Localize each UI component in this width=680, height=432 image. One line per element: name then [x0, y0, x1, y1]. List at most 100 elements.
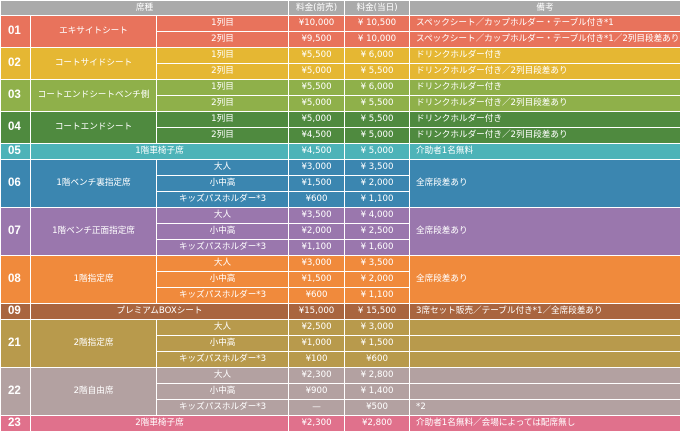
header-seat: 席種: [1, 1, 289, 16]
price-advance: ¥1,500: [289, 272, 345, 288]
price-day: ¥ 3,000: [345, 320, 410, 336]
seat-name: コートエンドシートベンチ側: [31, 80, 157, 112]
seat-number: 08: [1, 256, 31, 304]
seat-number: 04: [1, 112, 31, 144]
price-day: ¥ 5,500: [345, 96, 410, 112]
price-day: ¥500: [345, 400, 410, 416]
seat-note: スペックシート／カップホルダー・テーブル付き*1／2列目段差あり: [410, 32, 680, 48]
seat-note: ドリンクホルダー付き／2列目段差あり: [410, 96, 680, 112]
seat-subtype: キッズパスホルダー*3: [157, 352, 289, 368]
price-advance: ¥100: [289, 352, 345, 368]
seat-subtype: キッズパスホルダー*3: [157, 192, 289, 208]
seat-number: 21: [1, 320, 31, 368]
price-day: ¥ 10,000: [345, 32, 410, 48]
seat-number: 22: [1, 368, 31, 416]
seat-name: 2階自由席: [31, 368, 157, 416]
seat-number: 02: [1, 48, 31, 80]
seat-note: 介助者1名無料／会場によっては配席無し: [410, 416, 680, 432]
price-advance: ¥2,300: [289, 416, 345, 432]
seat-subtype: キッズパスホルダー*3: [157, 400, 289, 416]
price-advance: ¥2,500: [289, 320, 345, 336]
price-advance: ¥3,000: [289, 160, 345, 176]
price-day: ¥ 2,800: [345, 368, 410, 384]
seat-subtype: 大人: [157, 160, 289, 176]
price-advance: ¥5,000: [289, 96, 345, 112]
price-advance: ¥900: [289, 384, 345, 400]
seat-subtype: 2列目: [157, 64, 289, 80]
seat-subtype: キッズパスホルダー*3: [157, 240, 289, 256]
seat-note: ドリンクホルダー付き／2列目段差あり: [410, 64, 680, 80]
seat-note: ドリンクホルダー付き／2列目段差あり: [410, 128, 680, 144]
price-advance: ¥5,000: [289, 64, 345, 80]
price-advance: ¥2,000: [289, 224, 345, 240]
seat-name: 2階車椅子席: [31, 416, 289, 432]
seat-subtype: 1列目: [157, 80, 289, 96]
seat-name: コートサイドシート: [31, 48, 157, 80]
seat-note: *2: [410, 400, 680, 416]
seat-name: エキサイトシート: [31, 16, 157, 48]
seat-name: 1階指定席: [31, 256, 157, 304]
seat-subtype: 2列目: [157, 128, 289, 144]
header-price-day: 料金(当日): [345, 1, 410, 16]
seat-note: [410, 352, 680, 368]
price-advance: ¥10,000: [289, 16, 345, 32]
seat-subtype: 大人: [157, 368, 289, 384]
price-day: ¥ 15,500: [345, 304, 410, 320]
seat-subtype: 大人: [157, 208, 289, 224]
price-day: ¥ 1,100: [345, 288, 410, 304]
price-day: ¥600: [345, 352, 410, 368]
seat-subtype: 小中高: [157, 384, 289, 400]
price-day: ¥ 2,000: [345, 272, 410, 288]
seat-number: 03: [1, 80, 31, 112]
seat-subtype: 2列目: [157, 96, 289, 112]
seat-subtype: 大人: [157, 320, 289, 336]
price-advance: ¥3,000: [289, 256, 345, 272]
seat-number: 23: [1, 416, 31, 432]
seat-note: [410, 336, 680, 352]
price-advance: ¥4,500: [289, 144, 345, 160]
price-advance: ¥5,500: [289, 48, 345, 64]
seat-name: コートエンドシート: [31, 112, 157, 144]
price-day: ¥ 1,100: [345, 192, 410, 208]
price-advance: ¥1,100: [289, 240, 345, 256]
seat-subtype: 小中高: [157, 336, 289, 352]
seat-note: 全席段差あり: [410, 160, 680, 208]
header-notes: 備考: [410, 1, 680, 16]
seat-note: スペックシート／カップホルダー・テーブル付き*1: [410, 16, 680, 32]
seat-subtype: キッズパスホルダー*3: [157, 288, 289, 304]
price-day: ¥ 6,000: [345, 48, 410, 64]
price-advance: ¥15,000: [289, 304, 345, 320]
seat-note: [410, 320, 680, 336]
price-day: ¥2,800: [345, 416, 410, 432]
price-advance: ¥1,000: [289, 336, 345, 352]
seat-subtype: 小中高: [157, 176, 289, 192]
seat-note: ドリンクホルダー付き: [410, 48, 680, 64]
seat-subtype: 2列目: [157, 32, 289, 48]
seat-note: [410, 368, 680, 384]
price-advance: —: [289, 400, 345, 416]
price-advance: ¥600: [289, 192, 345, 208]
price-day: ¥ 5,500: [345, 112, 410, 128]
price-day: ¥ 2,000: [345, 176, 410, 192]
seat-subtype: 小中高: [157, 224, 289, 240]
price-day: ¥ 5,000: [345, 144, 410, 160]
seat-subtype: 1列目: [157, 112, 289, 128]
seat-note: ドリンクホルダー付き: [410, 112, 680, 128]
header-price-advance: 料金(前売): [289, 1, 345, 16]
price-day: ¥ 2,500: [345, 224, 410, 240]
seat-subtype: 大人: [157, 256, 289, 272]
seat-note: 3席セット販売／テーブル付き*1／全席段差あり: [410, 304, 680, 320]
seat-note: 全席段差あり: [410, 256, 680, 304]
seat-note: [410, 384, 680, 400]
